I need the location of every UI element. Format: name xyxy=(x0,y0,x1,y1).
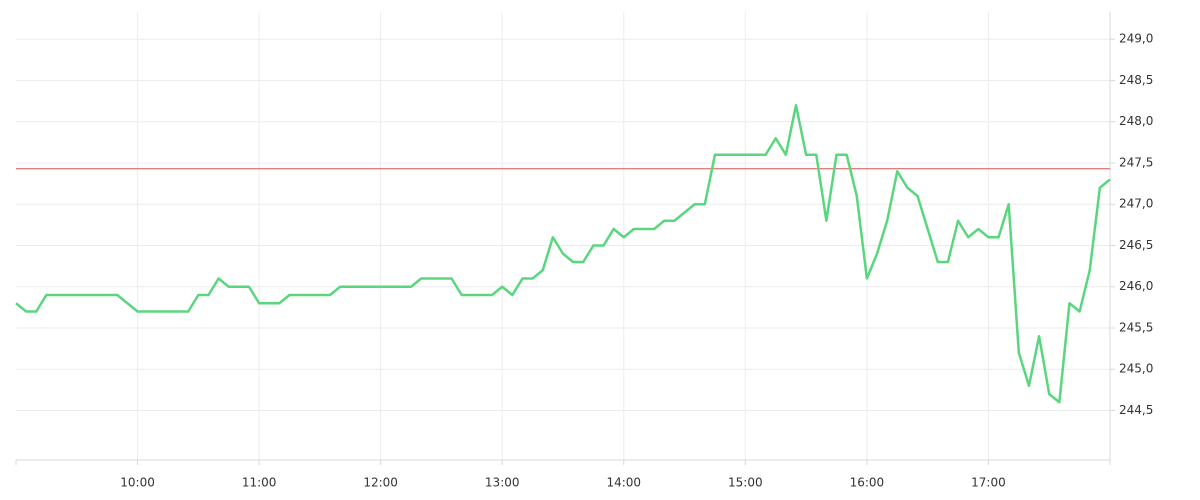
x-tick-label: 15:00 xyxy=(728,476,763,490)
y-tick-label: 246,0 xyxy=(1119,279,1153,293)
y-tick-label: 245,0 xyxy=(1119,362,1153,376)
y-tick-label: 247,0 xyxy=(1119,197,1153,211)
y-tick-label: 244,5 xyxy=(1119,403,1153,417)
y-tick-label: 248,5 xyxy=(1119,73,1153,87)
y-tick-label: 245,5 xyxy=(1119,320,1153,334)
x-tick-label: 14:00 xyxy=(606,476,641,490)
y-tick-label: 247,5 xyxy=(1119,155,1153,169)
y-tick-label: 246,5 xyxy=(1119,238,1153,252)
x-tick-label: 10:00 xyxy=(120,476,155,490)
x-tick-label: 16:00 xyxy=(850,476,885,490)
x-tick-label: 13:00 xyxy=(485,476,520,490)
y-tick-label: 249,0 xyxy=(1119,32,1153,46)
y-tick-label: 248,0 xyxy=(1119,114,1153,128)
price-line xyxy=(15,103,1111,404)
x-tick-label: 17:00 xyxy=(971,476,1006,490)
x-tick-label: 11:00 xyxy=(242,476,277,490)
x-tick-label: 12:00 xyxy=(363,476,398,490)
